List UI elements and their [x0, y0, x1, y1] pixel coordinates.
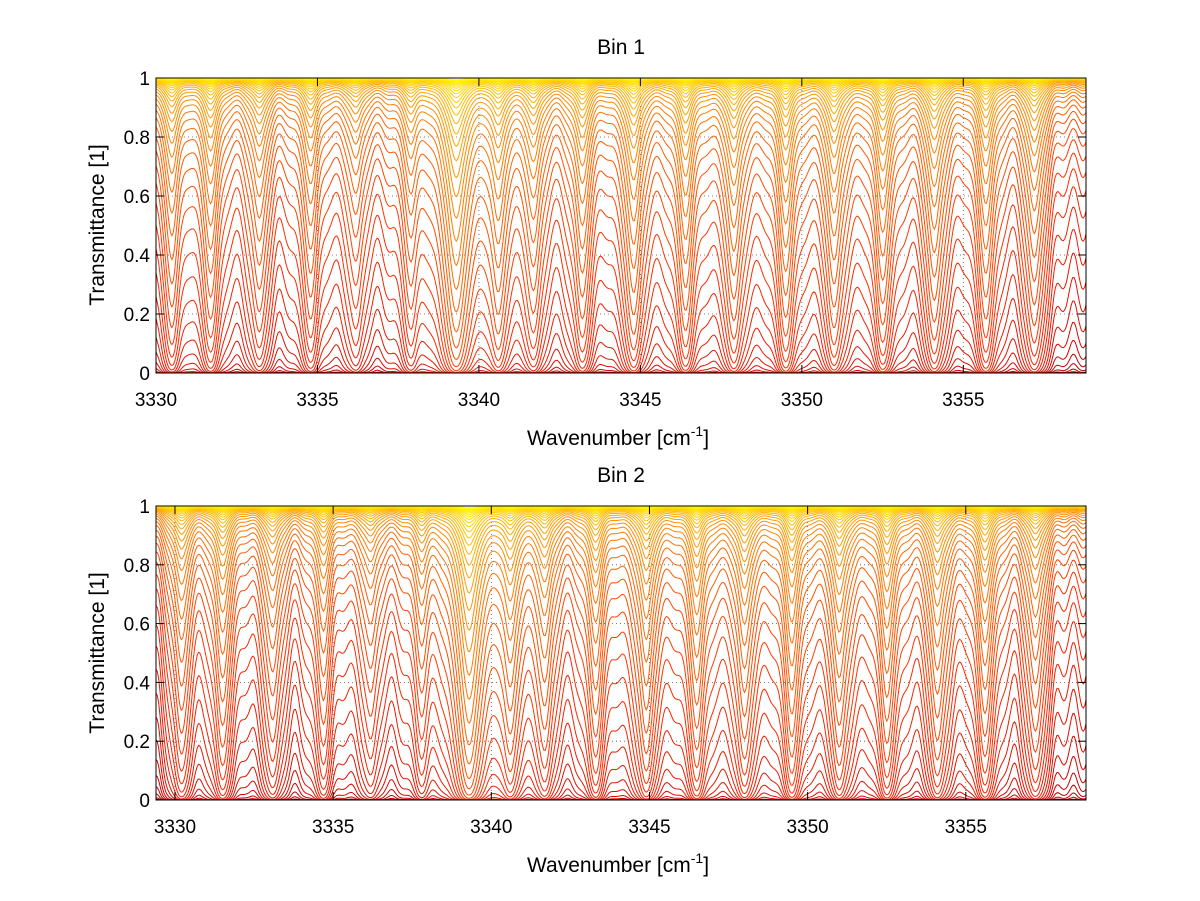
x-tick-label: 3355 — [942, 390, 984, 411]
series-line-19 — [156, 128, 1086, 368]
chart-panel-bin-1: Bin 1 Transmittance [1] Wavenumber [cm-1… — [86, 36, 1087, 450]
y-tick-label: 0 — [139, 364, 150, 385]
series-line-21 — [156, 534, 1086, 780]
x-tick-label: 3335 — [296, 390, 338, 411]
y-tick-label: 0.6 — [124, 187, 150, 208]
series-line-13 — [156, 229, 1086, 373]
series-line-36 — [156, 506, 1086, 533]
series-line-29 — [156, 510, 1086, 611]
series-line-29 — [156, 83, 1086, 179]
y-tick-label: 1 — [139, 69, 150, 90]
x-tick-label: 3345 — [619, 390, 661, 411]
series-line-14 — [156, 620, 1086, 800]
series-line-11 — [156, 688, 1086, 800]
series-line-35 — [156, 506, 1086, 539]
x-tick-label: 3330 — [135, 390, 177, 411]
x-tick-label: 3350 — [786, 817, 828, 838]
y-tick-label: 0.8 — [124, 128, 150, 149]
y-tick-label: 0.4 — [124, 673, 151, 694]
series-line-30 — [156, 82, 1086, 162]
chart-title: Bin 1 — [597, 36, 645, 59]
series-line-10 — [156, 300, 1086, 373]
series-line-24 — [156, 520, 1086, 724]
series-line-31 — [156, 508, 1086, 579]
series-line-32 — [156, 508, 1086, 566]
series-line-30 — [156, 509, 1086, 594]
series-line-21 — [156, 111, 1086, 349]
series-line-20 — [156, 118, 1086, 360]
series-line-19 — [156, 549, 1086, 796]
y-tick-label: 1 — [139, 497, 150, 518]
series-line-36 — [156, 78, 1086, 103]
y-tick-label: 0.8 — [124, 556, 150, 577]
x-axis-label: Wavenumber [cm-1] — [527, 850, 709, 877]
series-line-27 — [156, 86, 1086, 219]
series-line-35 — [156, 78, 1086, 109]
series-line-13 — [156, 641, 1086, 800]
series-line-17 — [156, 571, 1086, 800]
series-line-25 — [156, 517, 1086, 700]
series-line-17 — [156, 152, 1086, 373]
series-line-9 — [156, 735, 1086, 800]
x-axis-label: Wavenumber [cm-1] — [527, 423, 709, 450]
series-line-34 — [156, 507, 1086, 546]
series-line-14 — [156, 206, 1086, 373]
series-line-20 — [156, 541, 1086, 790]
y-tick-label: 0.6 — [124, 615, 150, 636]
series-line-26 — [156, 88, 1086, 242]
y-axis-label: Transmittance [1] — [86, 144, 109, 305]
x-tick-label: 3340 — [470, 817, 512, 838]
series-line-23 — [156, 99, 1086, 313]
series-line-26 — [156, 515, 1086, 676]
series-line-33 — [156, 507, 1086, 555]
x-tick-label: 3345 — [628, 817, 670, 838]
series-line-16 — [156, 585, 1086, 800]
y-tick-label: 0 — [139, 791, 150, 812]
series-line-27 — [156, 513, 1086, 653]
chart-panel-bin-2: Bin 2 Transmittance [1] Wavenumber [cm-1… — [86, 464, 1087, 877]
series-line-22 — [156, 529, 1086, 765]
x-tick-label: 3330 — [154, 817, 196, 838]
series-line-28 — [156, 84, 1086, 198]
series-line-15 — [156, 186, 1086, 373]
series-line-12 — [156, 664, 1086, 800]
axes-box — [155, 505, 1087, 801]
chart-title: Bin 2 — [597, 464, 645, 487]
series-line-18 — [156, 139, 1086, 372]
series-line-28 — [156, 511, 1086, 631]
series-line-18 — [156, 559, 1086, 799]
series-line-25 — [156, 91, 1086, 267]
x-tick-label: 3350 — [781, 390, 823, 411]
series-line-33 — [156, 79, 1086, 125]
axes-box — [155, 77, 1087, 374]
series-line-16 — [156, 168, 1086, 373]
series-line-37 — [156, 78, 1086, 99]
series-line-24 — [156, 95, 1086, 291]
series-line-22 — [156, 104, 1086, 333]
series-line-34 — [156, 79, 1086, 116]
x-tick-label: 3335 — [312, 817, 354, 838]
series-line-32 — [156, 80, 1086, 135]
series-line-8 — [156, 755, 1086, 800]
y-tick-label: 0.2 — [124, 732, 150, 753]
series-line-38 — [156, 78, 1086, 95]
series-line-31 — [156, 81, 1086, 147]
y-tick-label: 0.2 — [124, 305, 150, 326]
series-line-15 — [156, 602, 1086, 800]
x-tick-label: 3340 — [458, 390, 500, 411]
y-tick-label: 0.4 — [124, 246, 151, 267]
series-line-23 — [156, 524, 1086, 746]
y-axis-label: Transmittance [1] — [86, 572, 109, 733]
x-tick-label: 3355 — [945, 817, 987, 838]
